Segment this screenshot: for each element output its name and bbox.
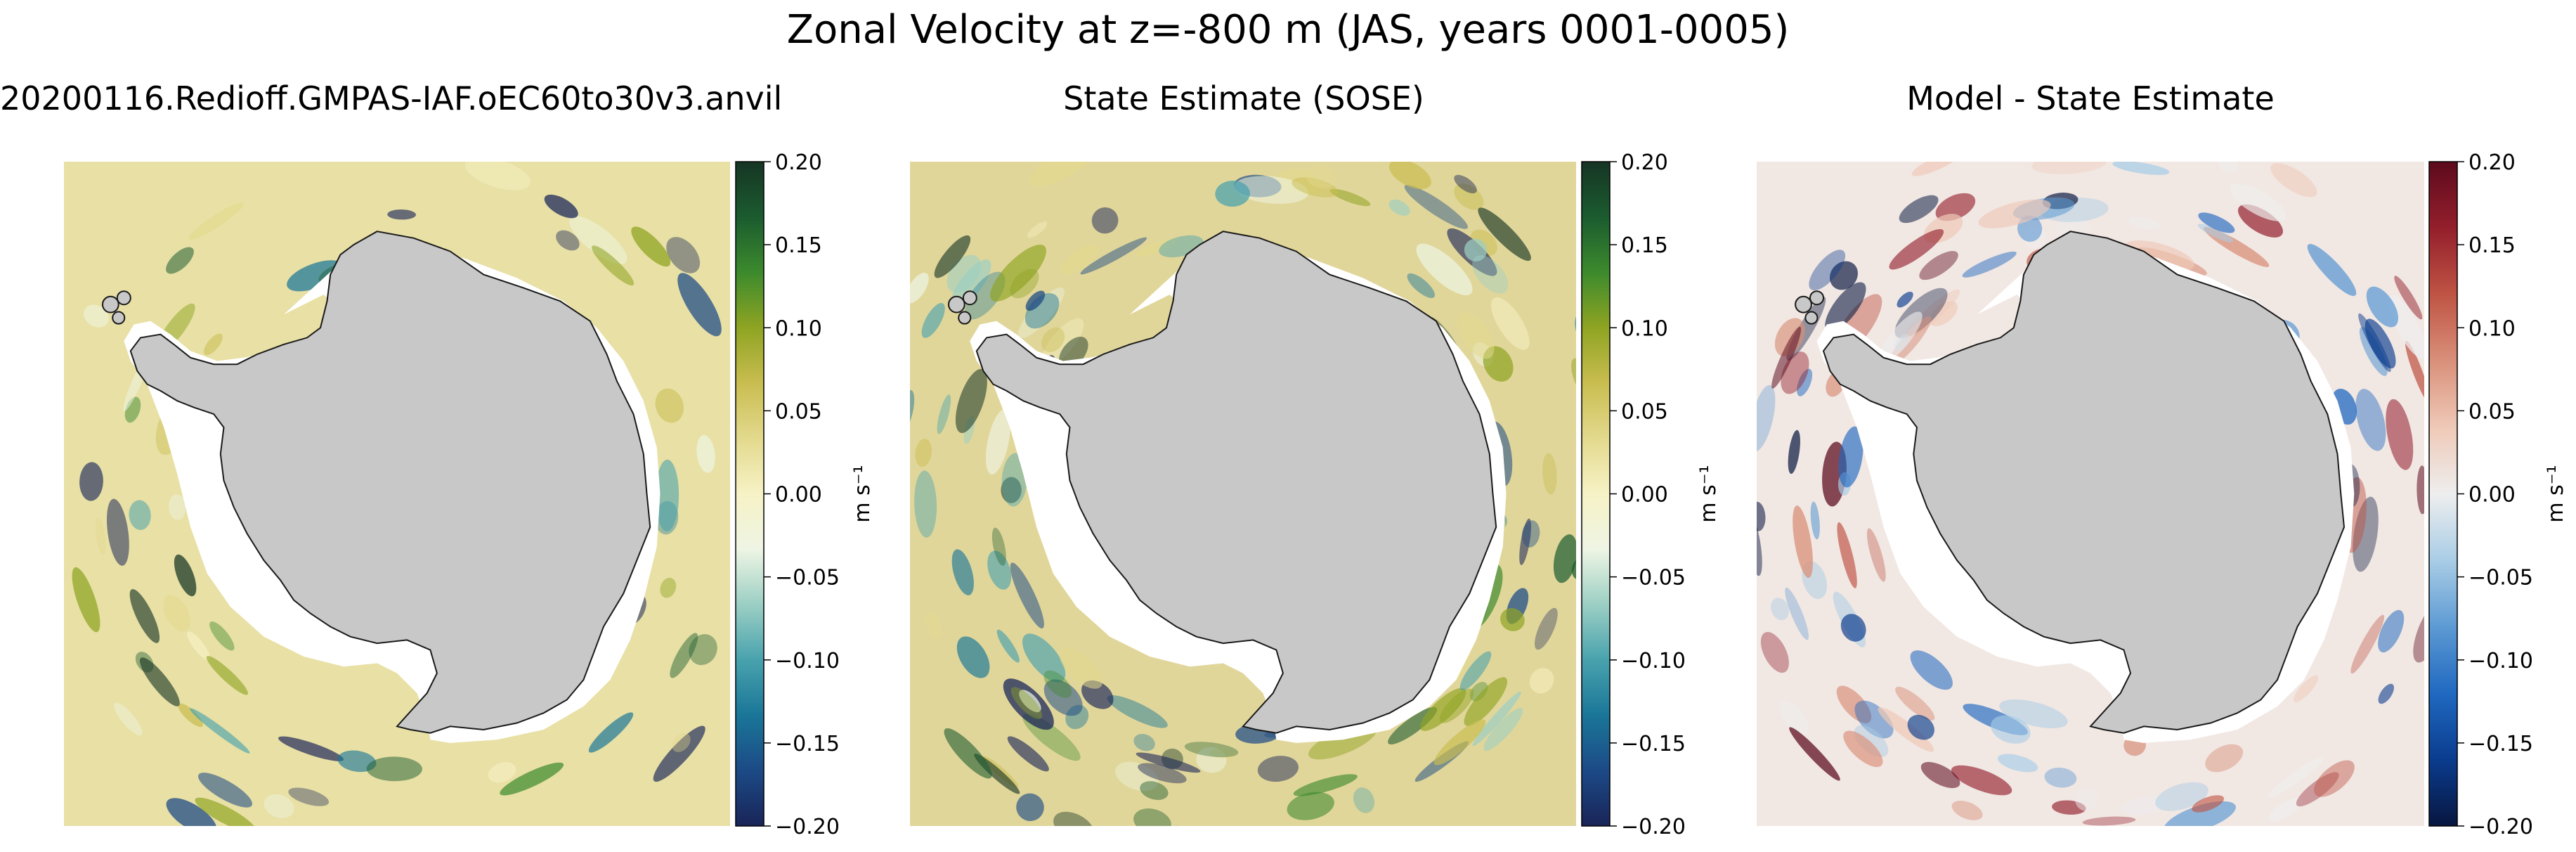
map-panel-2: [910, 162, 1576, 826]
island-3: [112, 311, 126, 325]
colorbar-tick-label: 0.05: [1621, 399, 1668, 424]
colorbar-tick-label: −0.10: [1621, 649, 1686, 673]
island-1: [1795, 295, 1812, 314]
colorbar-tick-label: 0.15: [775, 233, 822, 258]
island-1: [947, 295, 965, 314]
colorbar-label: m s⁻¹: [850, 465, 875, 522]
map-panel-3: [1757, 162, 2424, 826]
colorbar-gradient: [2428, 161, 2458, 827]
colorbar-tick-label: 0.20: [1621, 150, 1668, 175]
colorbar-tick-label: −0.15: [2468, 732, 2533, 756]
colorbar-3: 0.20 0.15 0.10 0.05 0.00 −0.05 −0.10 −0.15 −0.20…: [2428, 150, 2568, 839]
colorbar-tick-label: −0.20: [2468, 815, 2533, 839]
panel-1-title: 20200116.Redioff.GMPAS-IAF.oEC60to30v3.a…: [0, 79, 783, 117]
colorbar-gradient: [735, 161, 765, 827]
panel-3-title: Model - State Estimate: [1906, 79, 2275, 117]
antarctica-landmass: [975, 231, 1497, 734]
antarctica-landmass: [129, 231, 651, 734]
island-2: [962, 290, 977, 306]
colorbar-tick-label: 0.00: [1621, 483, 1668, 508]
island-3: [1804, 311, 1819, 325]
island-1: [101, 295, 119, 314]
colorbar-tick-label: 0.00: [775, 483, 822, 508]
antarctica-landmass: [1822, 231, 2346, 734]
colorbar-tick-label: −0.05: [2468, 566, 2533, 590]
colorbar-2: 0.20 0.15 0.10 0.05 0.00 −0.05 −0.10 −0.15 −0.20…: [1581, 150, 1721, 839]
island-2: [1809, 290, 1824, 306]
colorbar-tick-label: 0.00: [2468, 483, 2516, 508]
colorbar-label: m s⁻¹: [1696, 465, 1721, 522]
island-2: [116, 290, 131, 306]
colorbar-tick-label: 0.15: [2468, 233, 2516, 258]
colorbar-tick-label: 0.20: [775, 150, 822, 175]
colorbar-tick-label: −0.20: [775, 815, 840, 839]
panel-2-title: State Estimate (SOSE): [1063, 79, 1424, 117]
figure-title: Zonal Velocity at z=-800 m (JAS, years 0…: [786, 7, 1790, 53]
colorbar-tick-label: −0.10: [775, 649, 840, 673]
colorbar-tick-label: −0.20: [1621, 815, 1686, 839]
island-3: [958, 311, 972, 325]
colorbar-tick-label: 0.15: [1621, 233, 1668, 258]
colorbar-tick-label: −0.05: [775, 566, 840, 590]
colorbar-tick-label: 0.20: [2468, 150, 2516, 175]
colorbar-tick-label: 0.10: [775, 316, 822, 341]
colorbar-gradient: [1581, 161, 1611, 827]
colorbar-tick-label: −0.10: [2468, 649, 2533, 673]
colorbar-tick-label: −0.15: [1621, 732, 1686, 756]
colorbar-tick-label: −0.15: [775, 732, 840, 756]
colorbar-tick-label: −0.05: [1621, 566, 1686, 590]
colorbar-tick-label: 0.10: [2468, 316, 2516, 341]
map-panel-1: [64, 162, 730, 826]
colorbar-tick-label: 0.10: [1621, 316, 1668, 341]
colorbar-tick-label: 0.05: [775, 399, 822, 424]
colorbar-1: 0.20 0.15 0.10 0.05 0.00 −0.05 −0.10 −0.15 −0.20…: [735, 150, 875, 839]
colorbar-label: m s⁻¹: [2544, 465, 2568, 522]
colorbar-tick-label: 0.05: [2468, 399, 2516, 424]
